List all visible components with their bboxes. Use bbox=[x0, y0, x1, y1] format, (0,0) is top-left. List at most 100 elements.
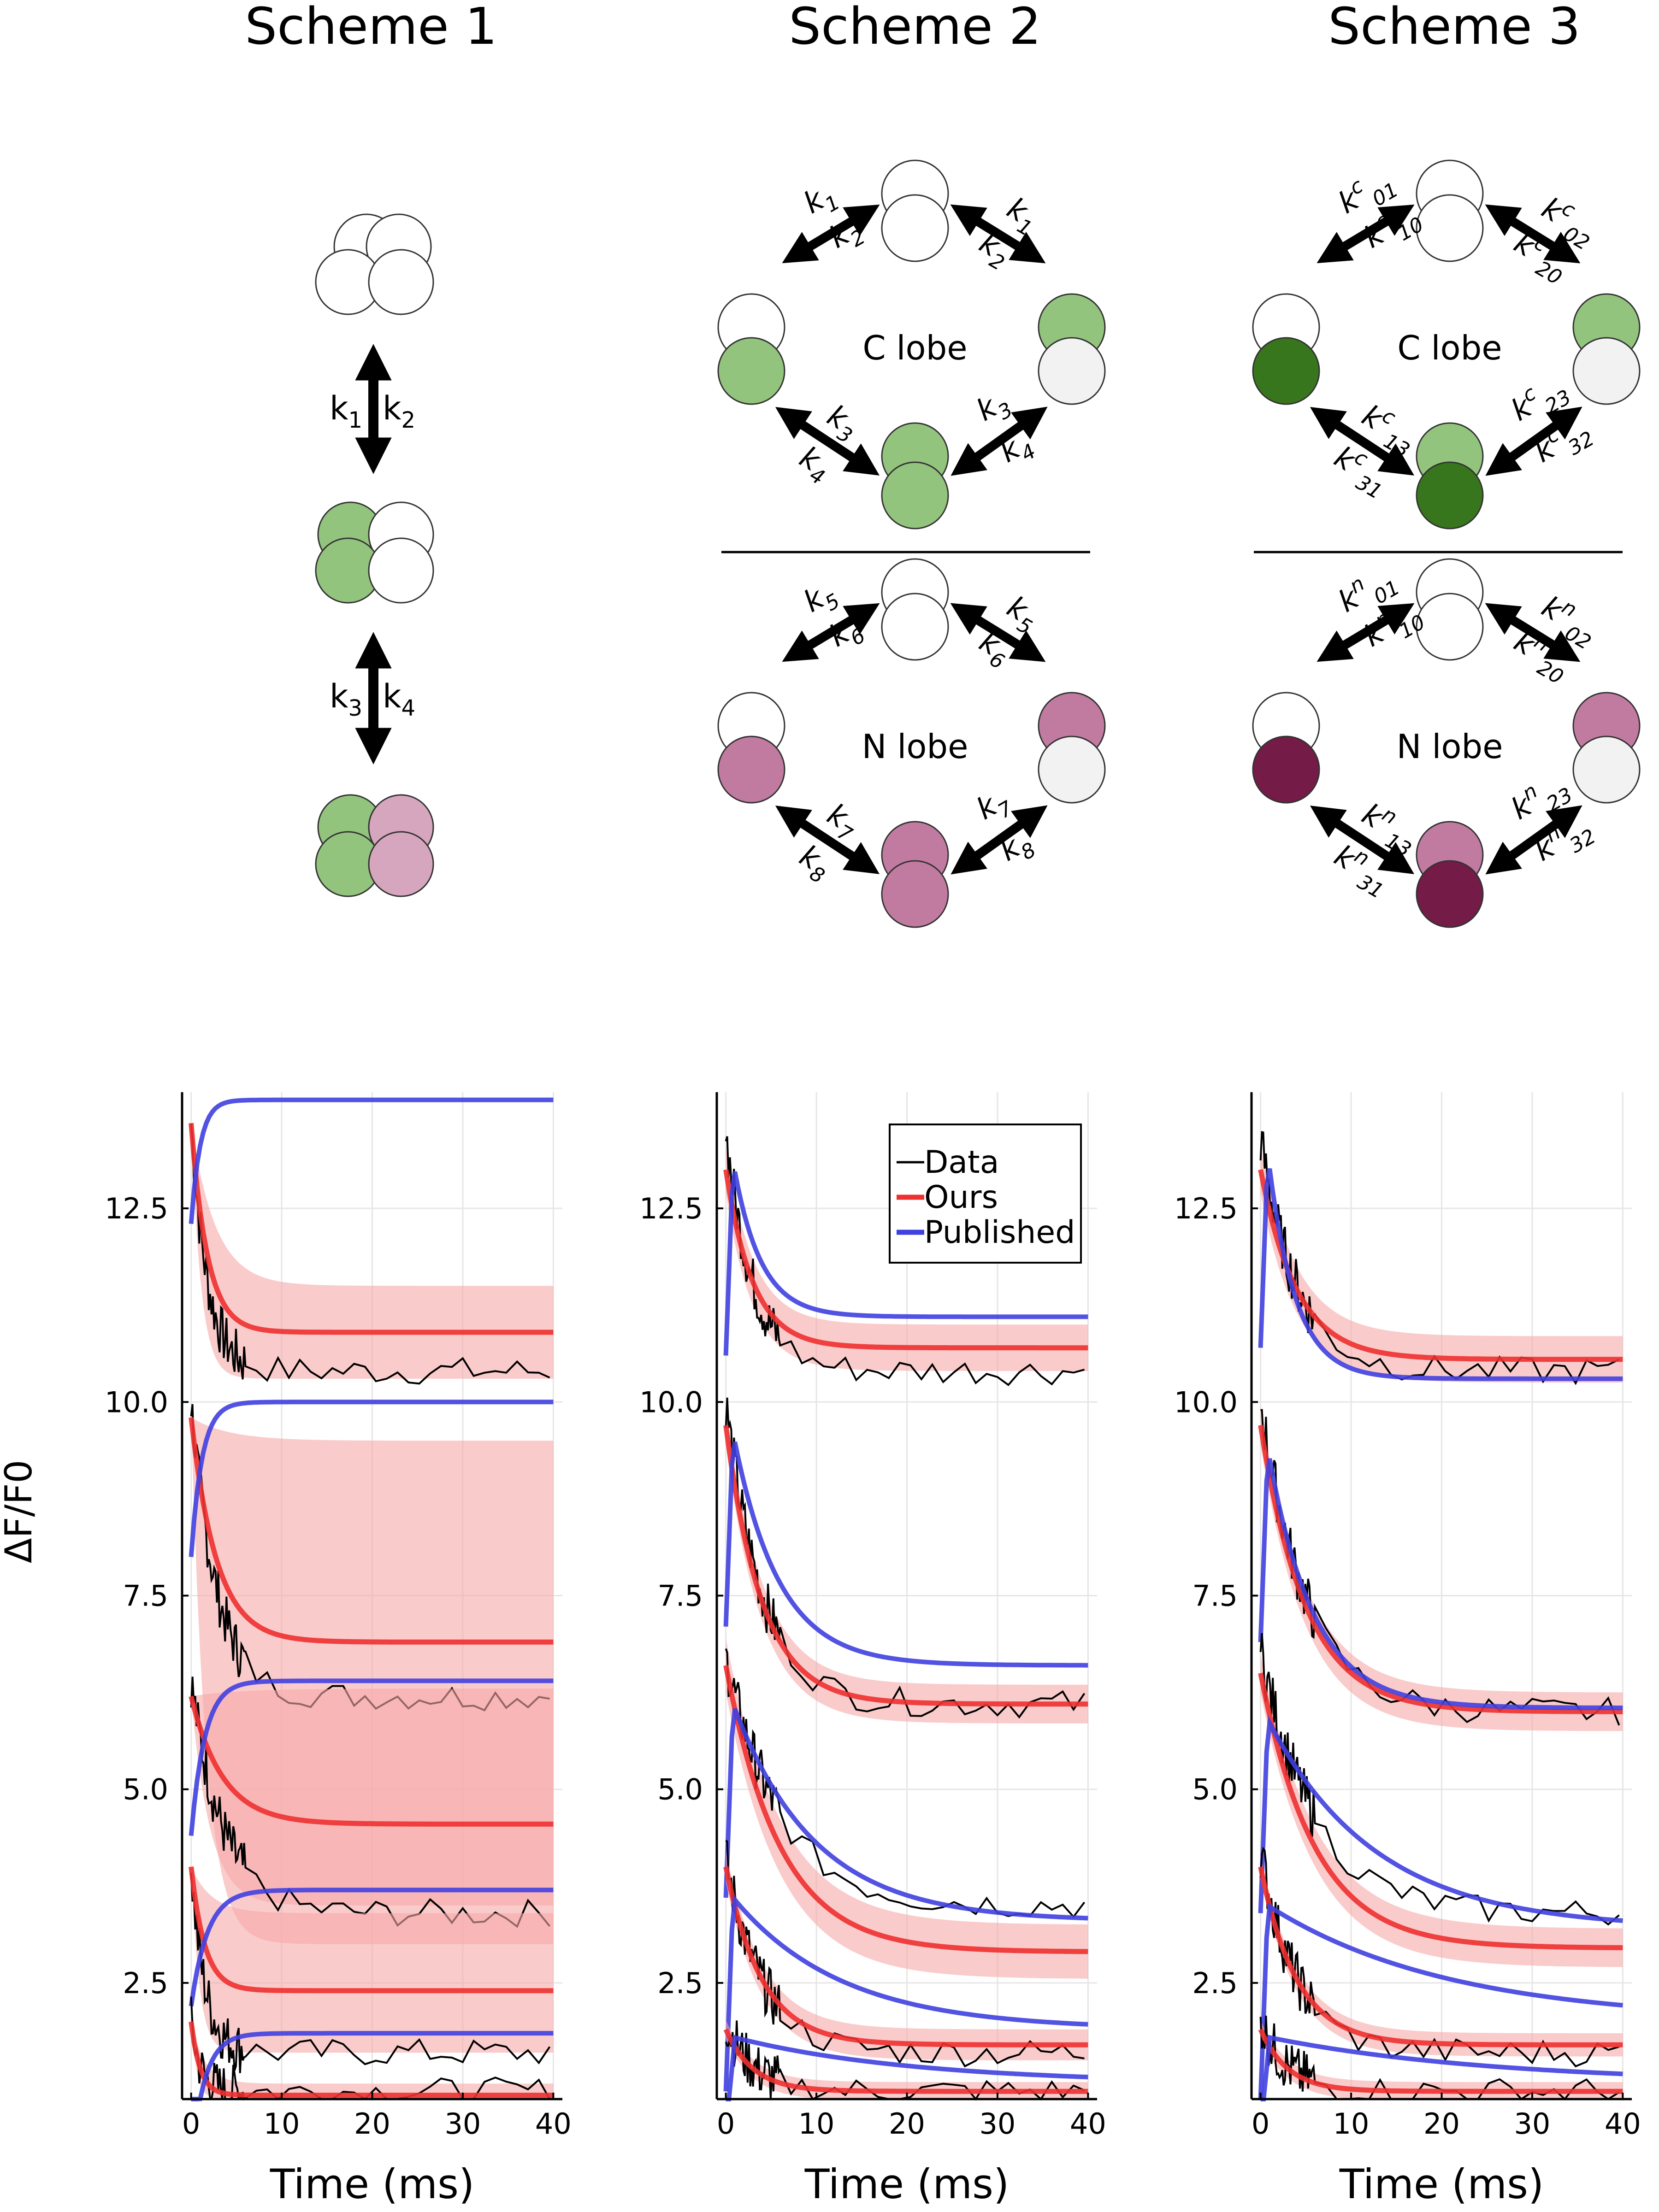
scheme-2-c-rate-label: k2 bbox=[971, 226, 1017, 276]
scheme-3-n-circle bbox=[1252, 735, 1320, 804]
scheme-2-c-circle bbox=[881, 194, 949, 262]
panel-2: 2.5 5.0 7.5 10.0 12.5 0 10 20 30 40 Time (ms) bbox=[639, 1092, 1106, 2208]
ours-line bbox=[1258, 1866, 1623, 2047]
scheme-3-c-lobe-label: C lobe bbox=[1397, 329, 1502, 367]
x-tick-label: 0 bbox=[182, 2107, 200, 2141]
ours-line bbox=[1258, 1672, 1623, 1950]
ours-line bbox=[189, 1417, 554, 1645]
ours-line bbox=[723, 1665, 1088, 1954]
published-line bbox=[723, 1894, 1088, 2092]
x-axis-label: Time (ms) bbox=[270, 2160, 475, 2208]
scheme-2-c-rate-arrow bbox=[950, 204, 1046, 264]
y-tick-label: 12.5 bbox=[639, 1192, 703, 1225]
scheme-3-n-rate-arrow bbox=[1485, 805, 1582, 875]
x-tick-label: 30 bbox=[979, 2107, 1015, 2141]
published-line bbox=[189, 1097, 554, 1224]
x-tick-label: 20 bbox=[1423, 2107, 1460, 2141]
x-tick-label: 40 bbox=[1070, 2107, 1106, 2141]
scheme-2-c-rate-arrow bbox=[775, 407, 880, 476]
scheme-2-n-rate-label: k6 bbox=[971, 624, 1017, 674]
scheme-3-c-circle bbox=[1416, 194, 1484, 262]
y-tick-label: 7.5 bbox=[1192, 1579, 1238, 1613]
published-line bbox=[723, 1441, 1088, 1668]
y-tick-label: 10.0 bbox=[639, 1385, 703, 1419]
data-line bbox=[190, 1872, 551, 2073]
ours-line bbox=[189, 1866, 554, 1994]
svg-text:k1: k1 bbox=[330, 389, 362, 433]
published-line bbox=[189, 1888, 554, 2007]
y-axis-label: ΔF/F0 bbox=[0, 1460, 40, 1564]
legend-label-data: Data bbox=[924, 1144, 999, 1181]
data-line bbox=[1259, 1633, 1620, 1926]
legend: Data Ours Published bbox=[889, 1124, 1082, 1264]
x-tick-label: 20 bbox=[889, 2107, 925, 2141]
legend-label-ours: Ours bbox=[924, 1179, 998, 1216]
x-tick-label: 30 bbox=[444, 2107, 481, 2141]
y-tick-label: 12.5 bbox=[1174, 1192, 1238, 1225]
scheme-3-n-circle bbox=[1416, 593, 1484, 661]
ours-line bbox=[1258, 2028, 1623, 2094]
scheme-3-n-rate-arrow bbox=[1317, 603, 1415, 662]
scheme-3-c-circle bbox=[1416, 461, 1484, 529]
ours-line bbox=[723, 1169, 1088, 1351]
panel-1: 2.5 5.0 7.5 10.0 12.5 0 10 20 30 40 Time (ms) bbox=[105, 1092, 572, 2208]
published-line bbox=[723, 1708, 1088, 1921]
scheme-2-n-rate-arrow bbox=[782, 603, 880, 662]
y-tick-label: 5.0 bbox=[1192, 1773, 1238, 1806]
scheme-2-c-circles bbox=[717, 159, 1106, 529]
scheme-2-c-circle bbox=[717, 337, 785, 405]
svg-text:k4: k4 bbox=[383, 677, 415, 721]
scheme-2-c-rate-arrow bbox=[951, 406, 1048, 476]
y-tick-label: 12.5 bbox=[105, 1192, 168, 1225]
data-line bbox=[1260, 1409, 1620, 1726]
ours-line bbox=[1258, 1169, 1623, 1362]
scheme-3-n-circle bbox=[1572, 735, 1641, 804]
ours-line bbox=[723, 2028, 1088, 2094]
data-line bbox=[1259, 1847, 1620, 2068]
published-line bbox=[1258, 1458, 1623, 1710]
x-tick-label: 40 bbox=[1605, 2107, 1641, 2141]
scheme-2-n-circle bbox=[881, 593, 949, 661]
scheme-2-n-rate-arrow bbox=[775, 806, 880, 874]
ours-line bbox=[723, 1866, 1088, 2047]
plot-panels: 2.5 5.0 7.5 10.0 12.5 0 10 20 30 40 Time (ms) 2.5 5.… bbox=[105, 1092, 1641, 2208]
scheme-3-c-rate-arrow bbox=[1310, 407, 1415, 476]
ours-band bbox=[726, 1638, 1088, 1979]
published-line bbox=[189, 1678, 554, 1836]
y-tick-label: 7.5 bbox=[657, 1579, 703, 1613]
ours-band bbox=[191, 1688, 554, 1906]
y-tick-label: 2.5 bbox=[123, 1966, 168, 2000]
scheme-3-c-circle bbox=[1572, 337, 1641, 405]
published-line bbox=[1258, 1168, 1623, 1381]
scheme-3-n-circle bbox=[1416, 860, 1484, 928]
scheme-3-n-lobe-label: N lobe bbox=[1397, 727, 1503, 766]
scheme-3-n-rate-arrow bbox=[1310, 806, 1415, 874]
data-line bbox=[725, 1397, 1086, 1719]
published-line bbox=[723, 1171, 1088, 1356]
scheme-3-n-circles bbox=[1252, 558, 1641, 928]
x-tick-label: 20 bbox=[354, 2107, 390, 2141]
ours-band bbox=[1260, 1406, 1623, 1731]
svg-text:k2: k2 bbox=[383, 389, 415, 433]
y-tick-label: 5.0 bbox=[123, 1773, 168, 1806]
y-tick-label: 10.0 bbox=[105, 1385, 168, 1419]
ours-band bbox=[191, 1123, 554, 1379]
ours-band bbox=[726, 1406, 1088, 1724]
scheme-2-c-circle bbox=[881, 461, 949, 529]
data-line bbox=[725, 1840, 1085, 2068]
x-axis-label: Time (ms) bbox=[1339, 2160, 1544, 2208]
ours-band bbox=[1260, 1653, 1623, 1967]
data-line bbox=[725, 1136, 1085, 1386]
published-line bbox=[1260, 2035, 1623, 2101]
scheme-2-n-circle bbox=[717, 735, 785, 804]
title-scheme-1: Scheme 1 bbox=[245, 0, 497, 56]
scheme-2-n-rate-arrow bbox=[951, 805, 1048, 875]
scheme-2-n-circle bbox=[881, 860, 949, 928]
scheme-3-c-rate-arrow bbox=[1485, 406, 1582, 476]
scheme-3-c-rate-arrow bbox=[1317, 204, 1415, 264]
title-scheme-3: Scheme 3 bbox=[1328, 0, 1580, 56]
ours-band bbox=[726, 1851, 1088, 2060]
ours-line bbox=[1258, 1424, 1623, 1714]
data-line bbox=[190, 1677, 551, 1928]
